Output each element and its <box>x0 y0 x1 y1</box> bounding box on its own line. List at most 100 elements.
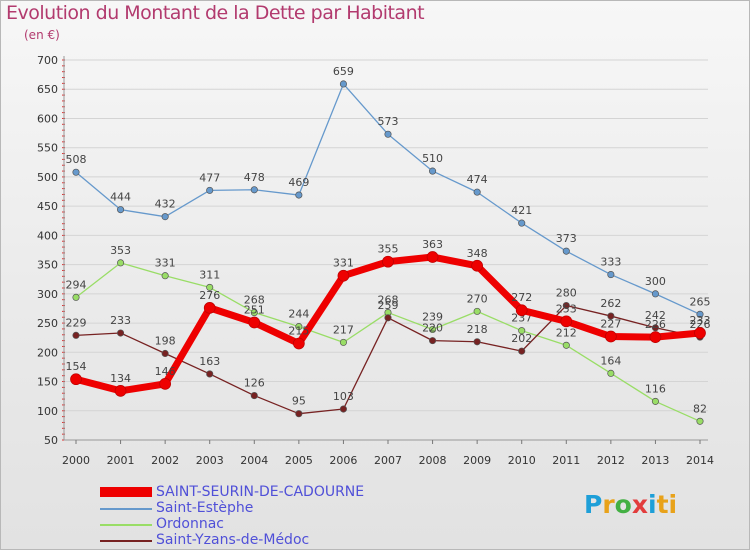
data-point <box>293 337 305 350</box>
data-point <box>429 325 437 334</box>
y-tick-label: 50 <box>44 434 58 447</box>
data-point <box>161 349 169 358</box>
legend-item-ordonnac: Ordonnac <box>100 516 460 533</box>
data-point <box>384 130 392 138</box>
data-label: 146 <box>155 365 176 378</box>
y-tick-label: 400 <box>37 229 58 242</box>
legend-swatch <box>100 487 152 497</box>
data-label: 116 <box>645 382 666 395</box>
data-point <box>295 323 303 331</box>
x-tick-label: 2003 <box>196 454 224 467</box>
data-label: 253 <box>556 302 577 315</box>
data-point <box>429 167 437 175</box>
data-label: 477 <box>199 171 220 184</box>
data-label: 300 <box>645 275 666 288</box>
chart-title: Evolution du Montant de la Dette par Hab… <box>6 2 425 24</box>
data-point <box>70 373 82 386</box>
data-point <box>382 255 394 268</box>
y-tick-label: 450 <box>37 200 58 213</box>
legend-swatch <box>100 524 152 526</box>
data-label: 294 <box>66 278 87 291</box>
data-point <box>518 219 526 227</box>
data-label: 311 <box>199 268 220 281</box>
data-point <box>473 188 481 196</box>
data-label: 348 <box>467 247 488 260</box>
x-tick-label: 2004 <box>240 454 268 467</box>
data-label: 239 <box>422 311 443 324</box>
legend-swatch <box>100 540 152 542</box>
x-tick-label: 2002 <box>151 454 179 467</box>
data-point <box>161 213 169 221</box>
data-point <box>515 304 528 317</box>
data-point <box>72 168 80 176</box>
y-tick-label: 550 <box>37 142 58 155</box>
data-label: 276 <box>199 289 220 302</box>
data-label: 474 <box>467 173 488 186</box>
y-tick-label: 300 <box>37 288 58 301</box>
data-label: 270 <box>467 292 488 305</box>
data-point <box>337 269 350 282</box>
x-tick-label: 2001 <box>107 454 135 467</box>
data-label: 259 <box>378 299 399 312</box>
data-label: 363 <box>422 238 443 251</box>
data-label: 163 <box>199 355 220 368</box>
legend-item-saint-yzans: Saint-Yzans-de-Médoc <box>100 532 460 549</box>
data-point <box>206 186 214 194</box>
data-label: 244 <box>288 308 309 321</box>
data-label: 233 <box>110 314 131 327</box>
data-point <box>72 293 80 301</box>
data-point <box>295 410 303 418</box>
data-point <box>250 392 258 400</box>
data-label: 251 <box>244 303 265 316</box>
data-point <box>518 347 526 355</box>
y-tick-label: 500 <box>37 171 58 184</box>
legend-item-saint-seurin: SAINT-SEURIN-DE-CADOURNE <box>100 484 460 501</box>
data-label: 164 <box>600 354 621 367</box>
data-point <box>426 251 439 263</box>
proxiti-logo: Proxiti <box>584 490 678 519</box>
legend-item-saint-estephe: Saint-Estèphe <box>100 500 460 517</box>
data-label: 373 <box>556 232 577 245</box>
data-point <box>117 329 125 337</box>
data-point <box>562 341 570 349</box>
y-tick-label: 600 <box>37 112 58 125</box>
data-label: 510 <box>422 152 443 165</box>
x-tick-label: 2005 <box>285 454 313 467</box>
data-label: 154 <box>66 360 87 373</box>
data-point <box>250 309 258 317</box>
data-point <box>161 272 169 280</box>
data-label: 268 <box>378 294 399 307</box>
data-label: 262 <box>600 297 621 310</box>
data-label: 478 <box>244 171 265 184</box>
legend-swatch <box>100 508 152 510</box>
y-tick-label: 250 <box>37 317 58 330</box>
x-tick-label: 2000 <box>62 454 90 467</box>
data-label: 265 <box>690 295 711 308</box>
x-tick-label: 2007 <box>374 454 402 467</box>
x-tick-label: 2011 <box>552 454 580 467</box>
legend-label: Ordonnac <box>156 516 225 532</box>
data-label: 242 <box>645 309 666 322</box>
data-point <box>384 314 392 322</box>
data-label: 134 <box>110 372 131 385</box>
data-label: 331 <box>155 257 176 270</box>
data-point <box>339 338 347 346</box>
data-label: 229 <box>66 316 87 329</box>
data-point <box>248 316 261 329</box>
data-point <box>203 302 216 314</box>
data-label: 218 <box>467 323 488 336</box>
data-point <box>117 206 125 214</box>
data-point <box>206 370 214 378</box>
x-tick-label: 2014 <box>686 454 714 467</box>
data-point <box>114 385 127 397</box>
y-tick-label: 350 <box>37 259 58 272</box>
data-label: 333 <box>600 256 621 269</box>
data-point <box>694 327 706 339</box>
data-point <box>562 247 570 255</box>
data-point <box>295 191 303 199</box>
data-point <box>649 331 662 343</box>
data-label: 198 <box>155 334 176 347</box>
data-label: 103 <box>333 390 354 403</box>
data-point <box>562 301 570 310</box>
